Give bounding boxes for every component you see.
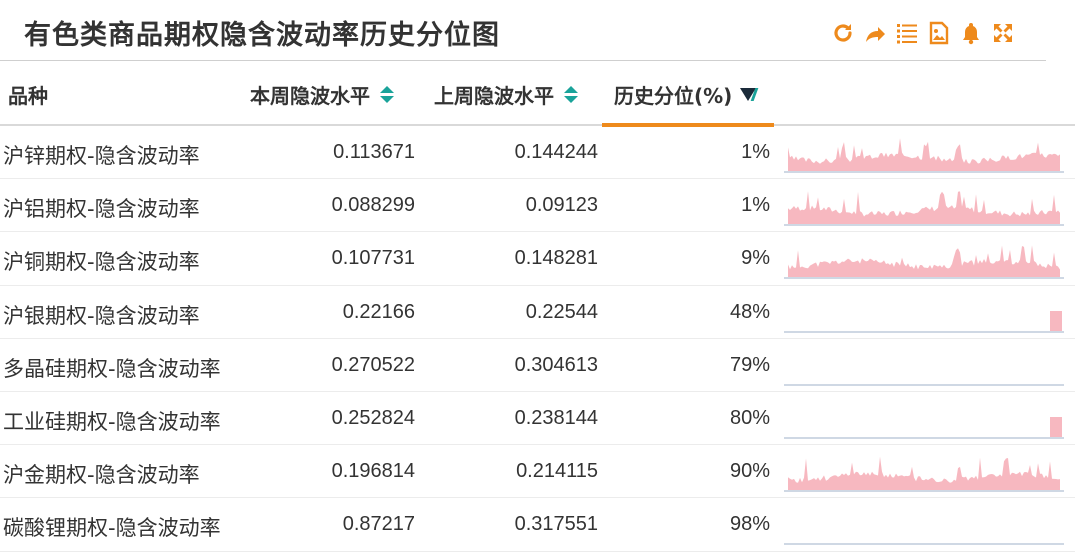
sparkline: [784, 395, 1064, 441]
row-name: 碳酸锂期权-隐含波动率: [3, 516, 221, 541]
row-current-value: 0.87217: [342, 513, 415, 536]
sort-toggle-icon[interactable]: [380, 86, 394, 103]
row-percentile: 90%: [729, 460, 770, 483]
row-current-value: 0.113671: [333, 141, 415, 163]
sparkline-area: [1050, 416, 1062, 437]
column-header-name: 品种: [8, 80, 48, 109]
row-percentile: 1%: [741, 141, 770, 163]
row-name: 多晶硅期权-隐含波动率: [3, 356, 221, 381]
row-current-value: 0.22166: [342, 300, 415, 323]
row-percentile: 1%: [741, 194, 770, 217]
sparkline: [784, 501, 1064, 547]
sparkline: [784, 289, 1064, 335]
image-icon[interactable]: [926, 20, 952, 46]
row-name: 沪金期权-隐含波动率: [3, 463, 200, 488]
row-current-value: 0.196814: [331, 460, 415, 483]
sparkline: [784, 448, 1064, 494]
column-header-name-label: 品种: [8, 84, 48, 108]
title-divider: [0, 60, 1046, 61]
row-name: 工业硅期权-隐含波动率: [3, 409, 221, 434]
row-current-value: 0.107731: [331, 247, 415, 270]
row-previous-value: 0.317551: [514, 513, 598, 536]
sparkline-area: [1050, 310, 1062, 331]
row-percentile: 98%: [729, 513, 770, 536]
table-row[interactable]: 沪铝期权-隐含波动率 0.088299 0.09123 1%: [0, 179, 1075, 233]
sparkline: [784, 129, 1064, 175]
row-percentile: 79%: [729, 353, 770, 376]
row-previous-value: 0.238144: [514, 406, 598, 429]
refresh-icon[interactable]: [830, 20, 856, 46]
table-header: 品种 本周隐波水平 上周隐波水平 历史分位(%): [0, 62, 1075, 127]
sparkline-area: [788, 245, 1060, 278]
column-header-previous-label: 上周隐波水平: [434, 84, 554, 108]
share-icon[interactable]: [862, 20, 888, 46]
table-row[interactable]: 沪银期权-隐含波动率 0.22166 0.22544 48%: [0, 286, 1075, 339]
sort-toggle-icon[interactable]: [564, 86, 578, 103]
row-percentile: 48%: [729, 300, 770, 323]
column-header-current[interactable]: 本周隐波水平: [250, 80, 394, 109]
row-current-value: 0.270522: [331, 353, 415, 376]
table-row[interactable]: 沪金期权-隐含波动率 0.196814 0.214115 90%: [0, 445, 1075, 499]
row-percentile: 80%: [729, 406, 770, 429]
row-previous-value: 0.22544: [525, 300, 598, 323]
row-current-value: 0.252824: [331, 406, 415, 429]
table-body: 沪锌期权-隐含波动率 0.113671 0.144244 1% 沪铝期权-隐含波动率 0.…: [0, 126, 1075, 552]
sparkline: [784, 342, 1064, 388]
row-previous-value: 0.214115: [516, 460, 598, 483]
row-percentile: 9%: [741, 247, 770, 270]
row-name: 沪锌期权-隐含波动率: [3, 144, 200, 168]
title-bar: 有色类商品期权隐含波动率历史分位图: [0, 0, 1080, 62]
toolbar: [830, 20, 1016, 46]
row-name: 沪铜期权-隐含波动率: [3, 250, 200, 275]
page-title: 有色类商品期权隐含波动率历史分位图: [24, 20, 500, 51]
bell-icon[interactable]: [958, 20, 984, 46]
active-sort-indicator: [602, 123, 774, 127]
table-row[interactable]: 沪铜期权-隐含波动率 0.107731 0.148281 9%: [0, 232, 1075, 286]
row-previous-value: 0.09123: [525, 194, 598, 217]
row-previous-value: 0.144244: [514, 141, 598, 163]
row-name: 沪铝期权-隐含波动率: [3, 197, 200, 222]
column-header-percentile-label: 历史分位(%): [614, 84, 733, 108]
table-row[interactable]: 工业硅期权-隐含波动率 0.252824 0.238144 80%: [0, 392, 1075, 446]
expand-icon[interactable]: [990, 20, 1016, 46]
list-icon[interactable]: [894, 20, 920, 46]
table-row[interactable]: 碳酸锂期权-隐含波动率 0.87217 0.317551 98%: [0, 498, 1075, 552]
sparkline-area: [788, 138, 1060, 171]
sort-descending-icon[interactable]: [740, 88, 757, 101]
sparkline-area: [788, 456, 1060, 491]
table-row[interactable]: 沪锌期权-隐含波动率 0.113671 0.144244 1%: [0, 126, 1075, 180]
row-previous-value: 0.304613: [514, 353, 598, 376]
column-header-previous[interactable]: 上周隐波水平: [434, 80, 578, 109]
column-header-percentile[interactable]: 历史分位(%): [614, 80, 757, 109]
column-header-current-label: 本周隐波水平: [250, 84, 370, 108]
row-name: 沪银期权-隐含波动率: [3, 303, 200, 328]
sparkline: [784, 235, 1064, 281]
sparkline: [784, 182, 1064, 228]
row-current-value: 0.088299: [331, 194, 415, 217]
table-row[interactable]: 多晶硅期权-隐含波动率 0.270522 0.304613 79%: [0, 339, 1075, 392]
row-previous-value: 0.148281: [514, 247, 598, 270]
volatility-table: 品种 本周隐波水平 上周隐波水平 历史分位(%) 沪锌期权-隐含波动率 0.113…: [0, 62, 1075, 552]
sparkline-area: [788, 191, 1060, 225]
